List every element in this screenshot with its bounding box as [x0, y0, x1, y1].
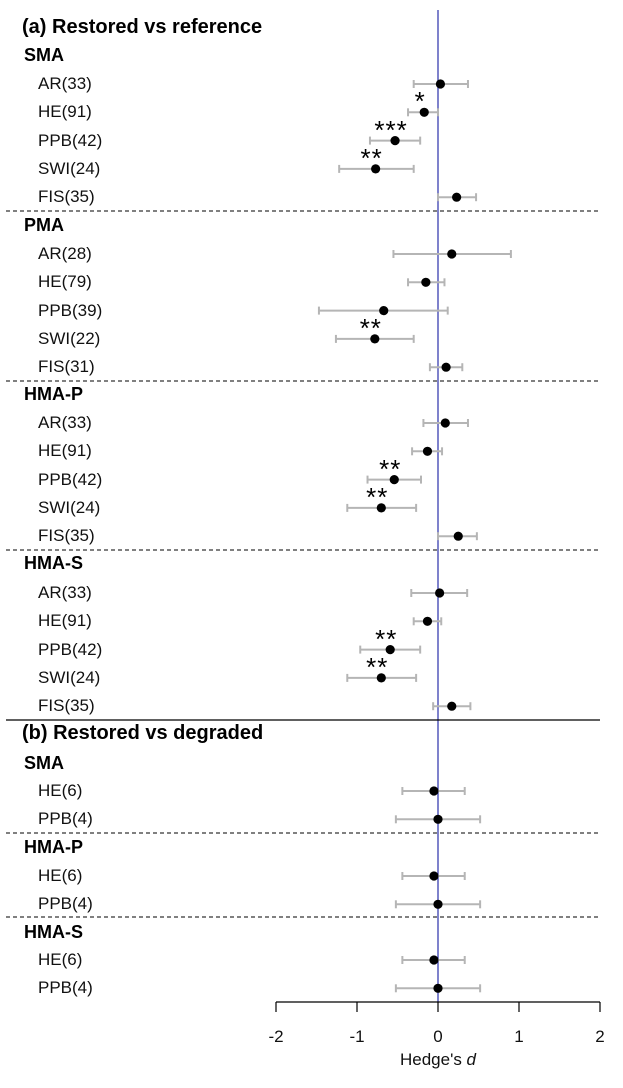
point-estimate — [435, 588, 445, 598]
row-label: SWI(24) — [38, 158, 101, 178]
point-estimate — [376, 673, 386, 683]
row-label: HE(6) — [38, 866, 83, 885]
point-estimate — [447, 249, 457, 259]
row-label: HE(79) — [38, 272, 92, 292]
x-axis-label-main: Hedge's — [399, 1050, 462, 1069]
point-estimate — [435, 79, 446, 89]
point-estimate — [440, 418, 450, 428]
row-label: HE(6) — [38, 781, 83, 800]
x-axis-label: Hedge's d — [400, 1050, 476, 1070]
row-label: FIS(35) — [38, 526, 95, 546]
row-label: PPB(42) — [38, 130, 103, 150]
row-label: AR(33) — [38, 74, 92, 93]
group-title: HMA-P — [24, 837, 83, 857]
row-label: AR(33) — [38, 583, 92, 602]
row-label: PPB(42) — [38, 469, 103, 489]
group-title: SMA — [24, 753, 64, 773]
group-title: PMA — [24, 215, 64, 235]
x-tick-label: -1 — [349, 1027, 365, 1046]
row-label: HE(91) — [38, 102, 92, 122]
part-title: (a) Restored vs reference — [22, 16, 263, 38]
x-axis-label-variable: d — [466, 1050, 477, 1069]
point-estimate — [429, 871, 439, 881]
point-estimate — [441, 362, 451, 372]
row-label: PPB(42) — [38, 639, 103, 659]
point-estimate — [385, 645, 395, 655]
group-title: SMA — [24, 45, 64, 65]
point-estimate — [421, 277, 431, 287]
point-estimate — [422, 616, 433, 626]
significance-stars: ** — [366, 651, 389, 682]
x-tick-label: 2 — [595, 1027, 605, 1046]
row-label: FIS(31) — [38, 357, 95, 377]
point-estimate — [433, 899, 443, 909]
point-estimate — [429, 786, 439, 796]
row-label: FIS(35) — [38, 187, 95, 207]
group-title: HMA-P — [24, 384, 83, 404]
point-estimate — [390, 136, 400, 146]
row-label: HE(91) — [38, 611, 92, 631]
row-label: HE(91) — [38, 441, 92, 461]
significance-stars: ** — [359, 312, 382, 343]
point-estimate — [422, 446, 433, 456]
significance-stars: * — [414, 86, 426, 117]
group-title: HMA-S — [24, 922, 83, 942]
row-label: SWI(22) — [38, 328, 101, 348]
row-label: PPB(4) — [38, 809, 93, 829]
row-label: PPB(39) — [38, 300, 103, 320]
point-estimate — [433, 814, 443, 824]
point-estimate — [419, 107, 429, 117]
row-label: AR(28) — [38, 244, 92, 263]
point-estimate — [453, 531, 463, 541]
significance-stars: ** — [375, 623, 398, 654]
group-title: HMA-S — [24, 553, 83, 573]
point-estimate — [389, 475, 399, 485]
row-label: PPB(4) — [38, 894, 93, 914]
row-label: SWI(24) — [38, 667, 101, 687]
point-estimate — [452, 192, 462, 202]
point-estimate — [429, 955, 439, 965]
row-label: HE(6) — [38, 950, 83, 969]
x-tick-label: 1 — [514, 1027, 524, 1046]
row-label: AR(33) — [38, 413, 92, 432]
significance-stars: *** — [374, 114, 408, 145]
point-estimate — [376, 503, 386, 513]
point-estimate — [433, 983, 443, 993]
significance-stars: ** — [360, 142, 383, 173]
point-estimate — [379, 306, 389, 316]
row-label: PPB(4) — [38, 978, 93, 998]
row-label: SWI(24) — [38, 497, 101, 517]
significance-stars: ** — [366, 481, 389, 512]
significance-stars: ** — [379, 453, 402, 484]
row-label: FIS(35) — [38, 696, 95, 716]
x-tick-label: 0 — [433, 1027, 443, 1046]
part-title: (b) Restored vs degraded — [22, 722, 264, 744]
point-estimate — [371, 164, 381, 174]
point-estimate — [447, 701, 457, 711]
x-tick-label: -2 — [268, 1027, 284, 1046]
point-estimate — [370, 334, 380, 344]
